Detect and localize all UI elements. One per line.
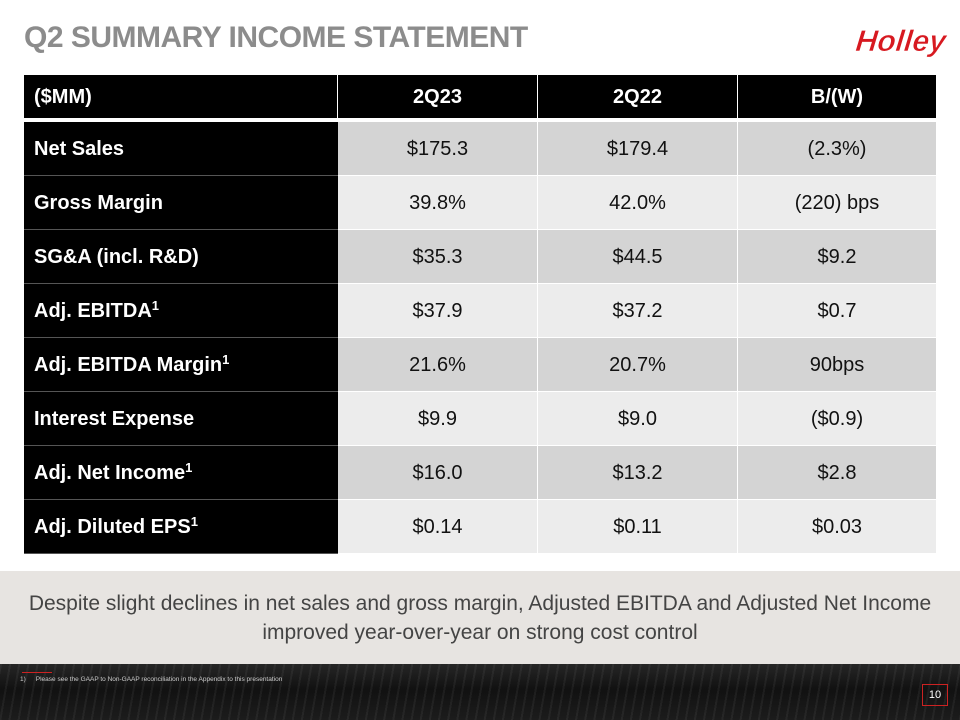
- row-label: Adj. Net Income1: [24, 446, 338, 500]
- header-2q23: 2Q23: [338, 75, 538, 119]
- table-row: Net Sales $175.3 $179.4 (2.3%): [24, 119, 936, 176]
- cell-better-worse: $0.7: [738, 284, 936, 338]
- footnote-marker: 1: [151, 297, 160, 313]
- cell-better-worse: (220) bps: [738, 176, 936, 230]
- footnote-marker: 1: [190, 513, 198, 529]
- slide-footer: 1) Please see the GAAP to Non-GAAP reconc…: [0, 664, 960, 720]
- row-label: Interest Expense: [24, 392, 338, 446]
- table-row: Adj. Net Income1 $16.0 $13.2 $2.8: [24, 446, 936, 500]
- cell-better-worse: (2.3%): [738, 119, 936, 176]
- cell-better-worse: $0.03: [738, 500, 936, 554]
- cell-2q22: $0.11: [538, 500, 738, 554]
- page-number: 10: [922, 684, 948, 706]
- cell-2q22: $44.5: [538, 230, 738, 284]
- callout-text: Despite slight declines in net sales and…: [28, 591, 932, 644]
- footnote-number: 1): [20, 676, 26, 683]
- cell-2q22: $179.4: [538, 119, 738, 176]
- cell-2q23: $175.3: [338, 119, 538, 176]
- table-header-row: ($MM) 2Q23 2Q22 B/(W): [24, 75, 936, 119]
- table-row: Adj. Diluted EPS1 $0.14 $0.11 $0.03: [24, 500, 936, 554]
- cell-2q23: 39.8%: [338, 176, 538, 230]
- summary-callout: Despite slight declines in net sales and…: [0, 571, 960, 664]
- cell-better-worse: $9.2: [738, 230, 936, 284]
- cell-2q23: $16.0: [338, 446, 538, 500]
- cell-2q23: $9.9: [338, 392, 538, 446]
- footnote-marker: 1: [222, 351, 230, 367]
- header-2q22: 2Q22: [538, 75, 738, 119]
- footnote-divider: [22, 672, 52, 673]
- header-better-worse: B/(W): [738, 75, 936, 119]
- footnote: 1) Please see the GAAP to Non-GAAP reconc…: [20, 676, 282, 683]
- income-statement-table: ($MM) 2Q23 2Q22 B/(W) Net Sales $175.3 $…: [24, 75, 936, 554]
- cell-better-worse: $2.8: [738, 446, 936, 500]
- cell-2q22: $13.2: [538, 446, 738, 500]
- slide-title: Q2 SUMMARY INCOME STATEMENT: [24, 21, 528, 54]
- row-label: Adj. EBITDA1: [24, 284, 338, 338]
- header-units: ($MM): [24, 75, 338, 119]
- table-row: SG&A (incl. R&D) $35.3 $44.5 $9.2: [24, 230, 936, 284]
- cell-2q22: $9.0: [538, 392, 738, 446]
- cell-better-worse: ($0.9): [738, 392, 936, 446]
- cell-2q23: $35.3: [338, 230, 538, 284]
- row-label: Adj. Diluted EPS1: [24, 500, 338, 554]
- footnote-marker: 1: [185, 459, 193, 475]
- cell-better-worse: 90bps: [738, 338, 936, 392]
- footnote-text: Please see the GAAP to Non-GAAP reconcil…: [35, 676, 283, 683]
- table-row: Adj. EBITDA Margin1 21.6% 20.7% 90bps: [24, 338, 936, 392]
- cell-2q23: $37.9: [338, 284, 538, 338]
- logo-text: Holley: [854, 25, 949, 58]
- cell-2q22: 20.7%: [538, 338, 738, 392]
- row-label: Adj. EBITDA Margin1: [24, 338, 338, 392]
- row-label: SG&A (incl. R&D): [24, 230, 338, 284]
- table-row: Interest Expense $9.9 $9.0 ($0.9): [24, 392, 936, 446]
- table-row: Adj. EBITDA1 $37.9 $37.2 $0.7: [24, 284, 936, 338]
- cell-2q23: $0.14: [338, 500, 538, 554]
- cell-2q22: $37.2: [538, 284, 738, 338]
- cell-2q23: 21.6%: [338, 338, 538, 392]
- holley-logo: Holley: [854, 25, 949, 58]
- row-label: Gross Margin: [24, 176, 338, 230]
- cell-2q22: 42.0%: [538, 176, 738, 230]
- table-row: Gross Margin 39.8% 42.0% (220) bps: [24, 176, 936, 230]
- row-label: Net Sales: [24, 119, 338, 176]
